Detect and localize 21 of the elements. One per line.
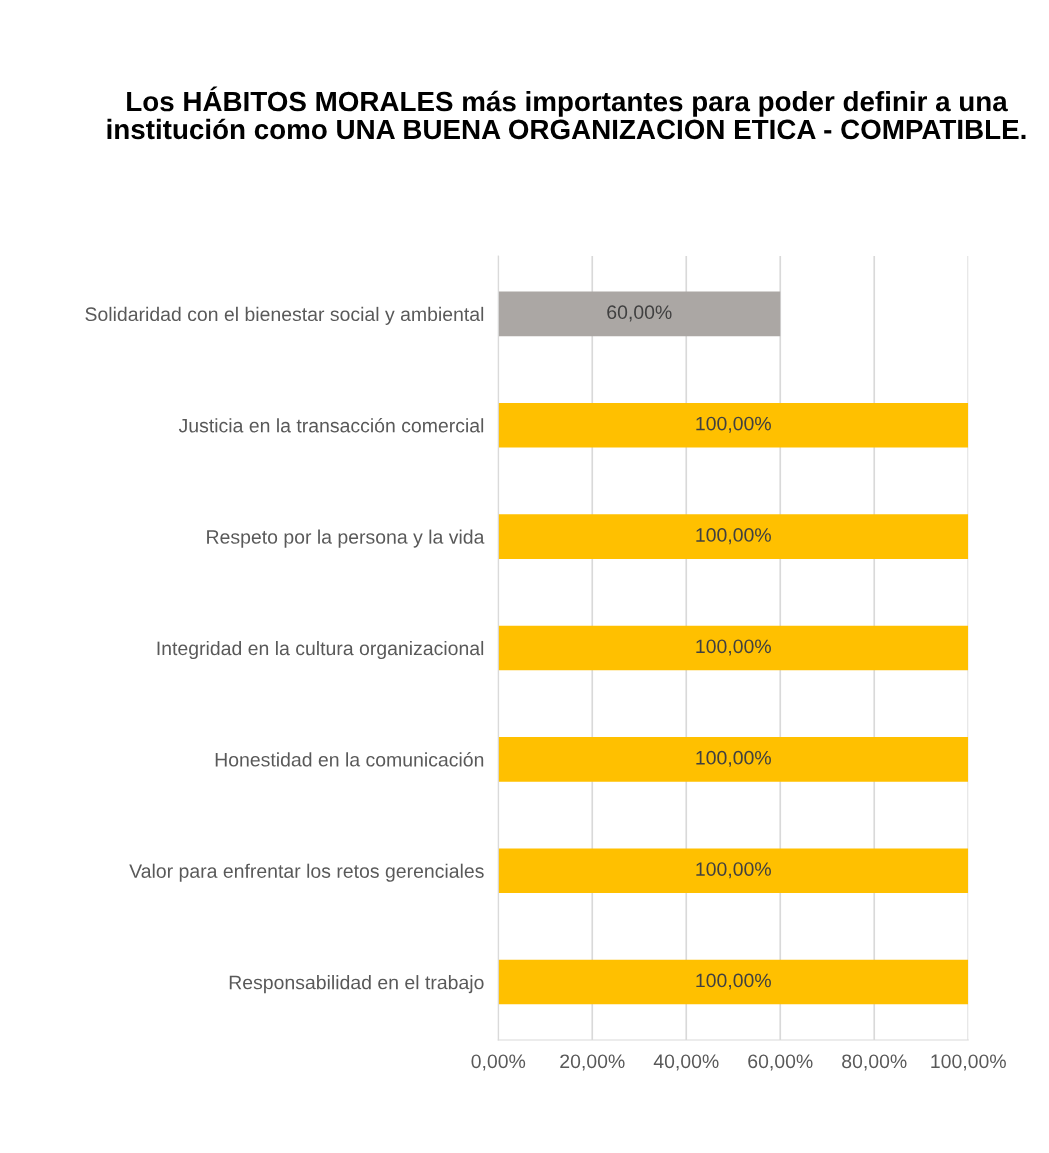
y-tick-label: Solidaridad con el bienestar social y ambiental	[85, 306, 484, 325]
x-tick-label: 80,00%	[842, 1054, 907, 1071]
y-tick-label: Responsabilidad en el trabajo	[229, 975, 484, 994]
y-tick-label: Integridad en la cultura organizacional	[157, 640, 484, 660]
data-label: 60,00%	[607, 305, 672, 322]
x-tick-label: 0,00%	[471, 1054, 526, 1071]
data-label: 100,00%	[696, 639, 771, 656]
y-tick-label: Valor para enfrentar los retos gerenciales	[129, 863, 484, 882]
x-tick-label: 40,00%	[653, 1054, 719, 1071]
data-label: 100,00%	[696, 528, 771, 545]
x-tick-label: 60,00%	[748, 1054, 813, 1071]
data-label: 100,00%	[696, 416, 771, 433]
chart-title: Los HÁBITOS MORALES más importantes para poder definir a una institución como UNA BUENA ORGANIZACION ETICA - COMPATIBLE.	[107, 86, 1026, 140]
x-tick-label: 100,00%	[931, 1054, 1006, 1071]
data-label: 100,00%	[696, 973, 771, 990]
x-tick-label: 20,00%	[560, 1054, 625, 1071]
y-tick-label: Respeto por la persona y la vida	[207, 529, 485, 548]
data-label: 100,00%	[696, 862, 771, 879]
data-label: 100,00%	[696, 750, 771, 767]
y-tick-label: Justicia en la transacción comercial	[178, 417, 484, 433]
y-tick-label: Honestidad en la comunicación	[215, 752, 484, 767]
